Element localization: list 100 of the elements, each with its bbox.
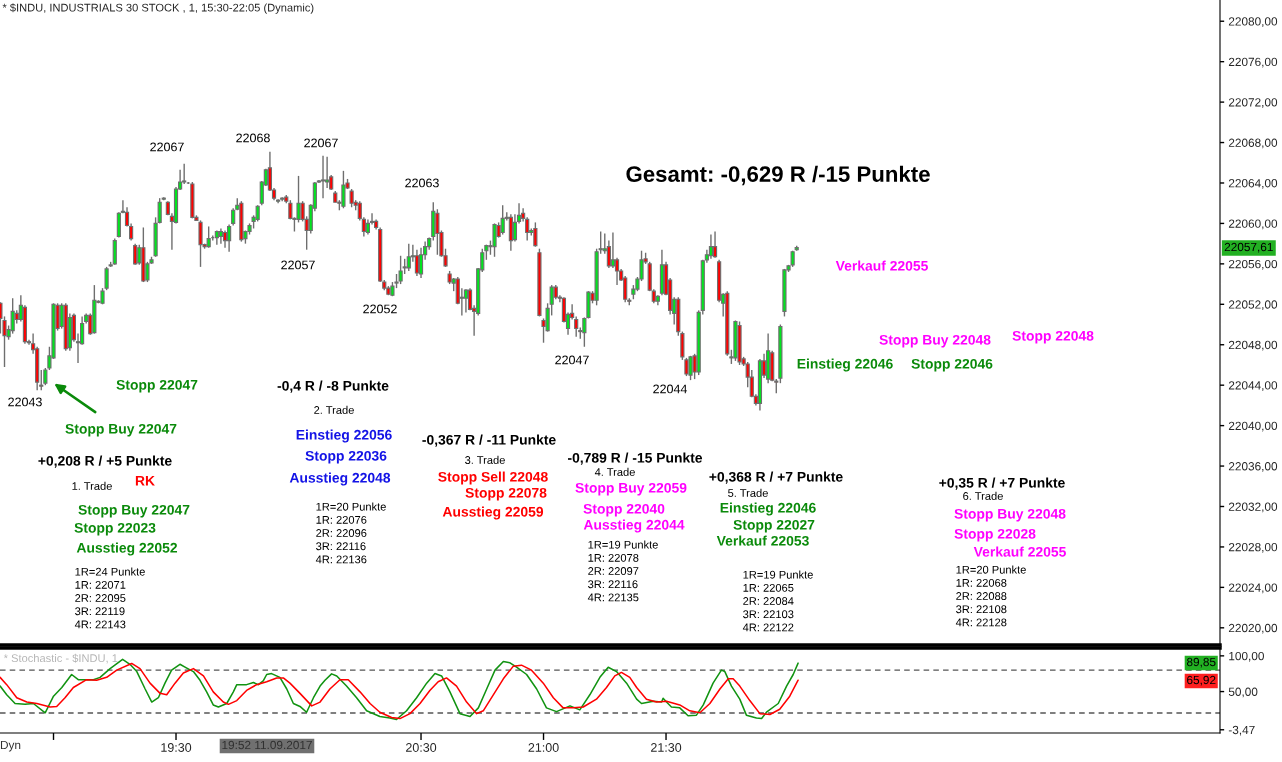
y-tick-label: 22068,00 <box>1228 138 1278 149</box>
candlestick <box>104 266 109 291</box>
annotation: 22057 <box>281 260 315 270</box>
chart-title: * $INDU, INDUSTRIALS 30 STOCK , 1, 15:30-22:05 (Dynamic) <box>2 3 314 14</box>
y-tick-label: 22024,00 <box>1228 583 1278 594</box>
y-tick-label: 100,00 <box>1229 651 1264 662</box>
annotation: 5. Trade <box>728 488 768 497</box>
text: Dyn <box>0 740 21 752</box>
candlestick <box>610 231 616 269</box>
annotation: 22044 <box>653 384 688 394</box>
annotation: 1R=20 Punkte 1R: 22076 2R: 22096 3R: 22116 4R: 22136 <box>315 502 386 564</box>
annotation: 1R=19 Punkte 1R: 22078 2R: 22097 3R: 22116 4R: 22135 <box>587 540 658 602</box>
candlestick <box>533 221 538 248</box>
y-tick-label: 22076,00 <box>1228 57 1278 68</box>
annotation: Ausstieg 22059 <box>442 506 544 520</box>
candlestick <box>435 208 440 256</box>
x-tick-label: 21:30 <box>651 743 682 752</box>
candlestick <box>133 242 138 266</box>
y-tick-label: 22020,00 <box>1228 623 1278 634</box>
y-tick-label: 22048,00 <box>1228 340 1278 351</box>
candlestick <box>492 222 497 258</box>
annotation: Einstieg 22046 <box>797 358 893 372</box>
candlestick <box>688 355 693 381</box>
annotation: Stopp Buy 22047 <box>65 423 177 437</box>
y-tick-label: 22064,00 <box>1228 179 1278 189</box>
annotation: Stopp Buy 22048 <box>954 508 1066 522</box>
annotation: 1. Trade <box>72 481 112 490</box>
chart-title: * Stochastic - $INDU, 1 <box>3 653 118 664</box>
y-tick-label: 22032,00 <box>1228 502 1278 513</box>
annotation: Stopp 22028 <box>954 528 1036 542</box>
annotation: 4. Trade <box>594 467 635 476</box>
candlestick <box>341 170 346 209</box>
annotation: Verkauf 22055 <box>835 260 928 271</box>
annotation: Verkauf 22055 <box>973 546 1066 557</box>
annotation: 89,85 <box>1186 657 1216 668</box>
annotation: 1R=19 Punkte 1R: 22065 2R: 22084 3R: 22103 4R: 22122 <box>742 570 813 632</box>
candlestick <box>206 225 211 249</box>
annotation: 22067 <box>150 142 184 152</box>
y-tick-label: 22052,00 <box>1228 300 1278 311</box>
annotation: 2. Trade <box>314 405 354 414</box>
annotation: 3. Trade <box>465 455 505 464</box>
annotation: -0,367 R / -11 Punkte <box>422 434 556 447</box>
candlestick <box>712 230 718 259</box>
annotation: 1R=20 Punkte 1R: 22068 2R: 22088 3R: 22108 4R: 22128 <box>955 565 1026 627</box>
y-tick-label: 22060,00 <box>1228 219 1278 230</box>
annotation: Ausstieg 22052 <box>76 542 178 556</box>
text: 22057,61 <box>1224 242 1273 253</box>
y-tick-label: 22040,00 <box>1228 421 1278 432</box>
annotation: Stopp Buy 22048 <box>879 334 991 348</box>
annotation: Stopp 22027 <box>733 519 815 533</box>
annotation: 6. Trade <box>963 491 1003 500</box>
candlestick <box>398 255 403 285</box>
y-tick-label: 22044,00 <box>1228 381 1278 391</box>
x-tick-label: 20:30 <box>406 743 437 752</box>
annotation: Stopp 22046 <box>911 358 993 372</box>
annotation: +0,208 R / +5 Punkte <box>38 455 172 468</box>
candlestick <box>708 233 714 260</box>
candlestick <box>500 204 505 236</box>
annotation: Ausstieg 22048 <box>289 472 391 486</box>
annotation: 22043 <box>8 397 42 407</box>
x-tick-label: 19:30 <box>161 743 192 752</box>
y-tick-label: 22072,00 <box>1228 98 1278 108</box>
annotation: +0,368 R / +7 Punkte <box>709 471 843 484</box>
annotation: Einstieg 22046 <box>720 502 816 516</box>
annotation: 22067 <box>304 138 338 148</box>
candlestick <box>227 223 232 253</box>
annotation: Stopp 22040 <box>583 503 665 517</box>
annotation: Gesamt: -0,629 R /-15 Punkte <box>626 165 930 186</box>
y-tick-label: -3,47 <box>1228 725 1255 736</box>
candlestick <box>418 246 424 279</box>
candlestick <box>414 249 420 277</box>
annotation: +0,35 R / +7 Punkte <box>939 477 1065 490</box>
annotation: Stopp 22047 <box>116 379 198 393</box>
annotation: 65,92 <box>1187 675 1216 686</box>
y-tick-label: 22080,00 <box>1228 17 1278 28</box>
annotation: Stopp Buy 22047 <box>78 504 190 518</box>
annotation: 22068 <box>236 133 270 143</box>
annotation: Stopp Sell 22048 <box>438 471 548 485</box>
annotation: Stopp 22036 <box>305 450 387 464</box>
annotation: RK <box>135 476 155 486</box>
annotation: 22047 <box>555 355 589 365</box>
annotation: 22052 <box>363 304 397 314</box>
x-tick-label: 21:00 <box>528 743 559 752</box>
candlestick <box>198 219 203 268</box>
annotation: Einstieg 22056 <box>296 429 392 443</box>
annotation: 1R=24 Punkte 1R: 22071 2R: 22095 3R: 22119 4R: 22143 <box>74 567 145 629</box>
candlestick <box>112 237 117 266</box>
y-tick-label: 22036,00 <box>1228 462 1278 472</box>
annotation: Stopp Buy 22059 <box>575 482 687 496</box>
y-tick-label: 22056,00 <box>1228 259 1278 270</box>
annotation: 22063 <box>405 178 439 188</box>
annotation: Ausstieg 22044 <box>583 519 685 533</box>
candlestick <box>116 211 121 239</box>
annotation: -0,4 R / -8 Punkte <box>277 380 389 393</box>
text: 19:52 11.09.2017 <box>222 740 312 750</box>
annotation: Stopp 22023 <box>74 522 156 536</box>
annotation: -0,789 R / -15 Punkte <box>568 452 703 465</box>
y-tick-label: 50,00 <box>1228 687 1258 698</box>
annotation: Verkauf 22053 <box>716 535 809 546</box>
y-tick-label: 22028,00 <box>1228 542 1278 553</box>
